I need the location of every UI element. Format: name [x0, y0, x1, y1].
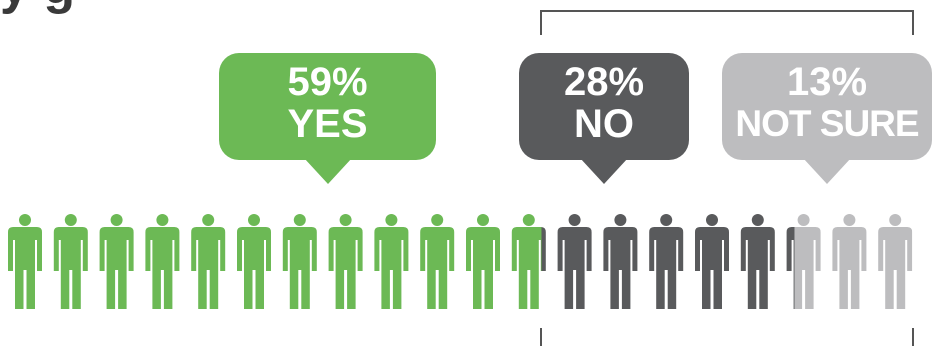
person-icon	[557, 214, 592, 309]
person-head	[293, 214, 306, 226]
callout-not-sure: 13% NOT SURE	[722, 53, 932, 184]
person-head	[568, 214, 581, 226]
person-body	[8, 227, 42, 309]
person-body	[649, 227, 684, 309]
person-icon-segment-yes	[145, 214, 180, 309]
person-icon-segment-yes	[191, 214, 226, 309]
person-body	[786, 227, 795, 309]
person-body	[99, 227, 134, 309]
person-icon-segment-no	[695, 214, 729, 309]
person-icon-segment-yes	[282, 214, 317, 309]
person-icon	[878, 214, 913, 309]
person-body	[603, 227, 638, 309]
person-head	[522, 214, 535, 226]
callout-yes: 59% YES	[219, 53, 436, 184]
person-icon	[237, 214, 271, 309]
person-icon-segment-yes	[466, 214, 500, 309]
person-icon-segment-yes	[420, 214, 455, 309]
person-head	[339, 214, 352, 226]
person-icon-segment-no	[541, 227, 546, 271]
person-icon	[603, 214, 638, 309]
person-head	[614, 214, 627, 226]
person-head	[660, 214, 673, 226]
person-icon-segment-yes	[237, 214, 271, 309]
person-icon	[420, 214, 455, 309]
person-body	[191, 227, 226, 309]
callout-not-sure-value: 13%	[786, 60, 868, 104]
person-body	[878, 227, 913, 309]
callout-no-value: 28%	[563, 60, 645, 104]
person-icon	[191, 214, 226, 309]
person-body	[511, 227, 542, 309]
person-body	[541, 227, 546, 271]
person-head	[202, 214, 215, 226]
person-body	[328, 227, 363, 309]
person-icon	[99, 214, 134, 309]
person-icon	[511, 214, 546, 309]
callout-yes-label: YES	[287, 102, 368, 146]
person-icon	[740, 214, 775, 309]
person-icon-segment-no	[649, 214, 684, 309]
person-body	[740, 227, 775, 309]
person-icon	[282, 214, 317, 309]
person-icon-segment-no	[557, 214, 592, 309]
person-icon-segment-yes	[328, 214, 363, 309]
person-icon	[466, 214, 500, 309]
person-icon	[695, 214, 729, 309]
person-head	[706, 214, 718, 226]
person-head	[843, 214, 856, 226]
person-icon-segment-yes	[53, 214, 88, 309]
brackets	[540, 10, 914, 346]
callout-no: 28% NO	[519, 53, 689, 184]
person-icon	[832, 214, 867, 309]
callout-not-sure-label: NOT SURE	[735, 103, 919, 144]
person-body	[794, 227, 821, 309]
person-icon-segment-no	[603, 214, 638, 309]
person-body	[466, 227, 500, 309]
person-head	[156, 214, 169, 226]
person-head	[19, 214, 31, 226]
person-head	[248, 214, 260, 226]
person-head	[797, 214, 810, 226]
person-icon-segment-yes	[374, 214, 409, 309]
person-icon-segment-not-sure	[878, 214, 913, 309]
person-body	[282, 227, 317, 309]
person-head	[64, 214, 77, 226]
person-icon-segment-yes	[99, 214, 134, 309]
bracket-top	[540, 10, 914, 35]
callout-no-label: NO	[574, 102, 634, 146]
person-icon-segment-yes	[511, 214, 542, 309]
person-icon-segment-no	[740, 214, 775, 309]
person-icon	[53, 214, 88, 309]
person-body	[420, 227, 455, 309]
person-icon	[328, 214, 363, 309]
person-icon-segment-yes	[8, 214, 42, 309]
person-head	[431, 214, 444, 226]
person-body	[374, 227, 409, 309]
person-body	[53, 227, 88, 309]
person-head	[751, 214, 764, 226]
person-icon	[8, 214, 42, 309]
chart-title-partial: y g	[0, 0, 420, 16]
person-icon-segment-not-sure	[794, 214, 821, 309]
person-icon-segment-not-sure	[832, 214, 867, 309]
person-head	[385, 214, 398, 226]
person-body	[145, 227, 180, 309]
person-body	[695, 227, 729, 309]
person-icon	[145, 214, 180, 309]
people-row	[8, 214, 913, 309]
person-icon	[786, 214, 821, 309]
person-head	[110, 214, 123, 226]
person-icon-segment-no	[786, 227, 795, 309]
person-icon	[649, 214, 684, 309]
person-head	[889, 214, 902, 226]
callout-yes-value: 59%	[287, 60, 368, 104]
person-head	[477, 214, 489, 226]
person-icon	[374, 214, 409, 309]
person-body	[832, 227, 867, 309]
person-body	[557, 227, 592, 309]
person-body	[237, 227, 271, 309]
